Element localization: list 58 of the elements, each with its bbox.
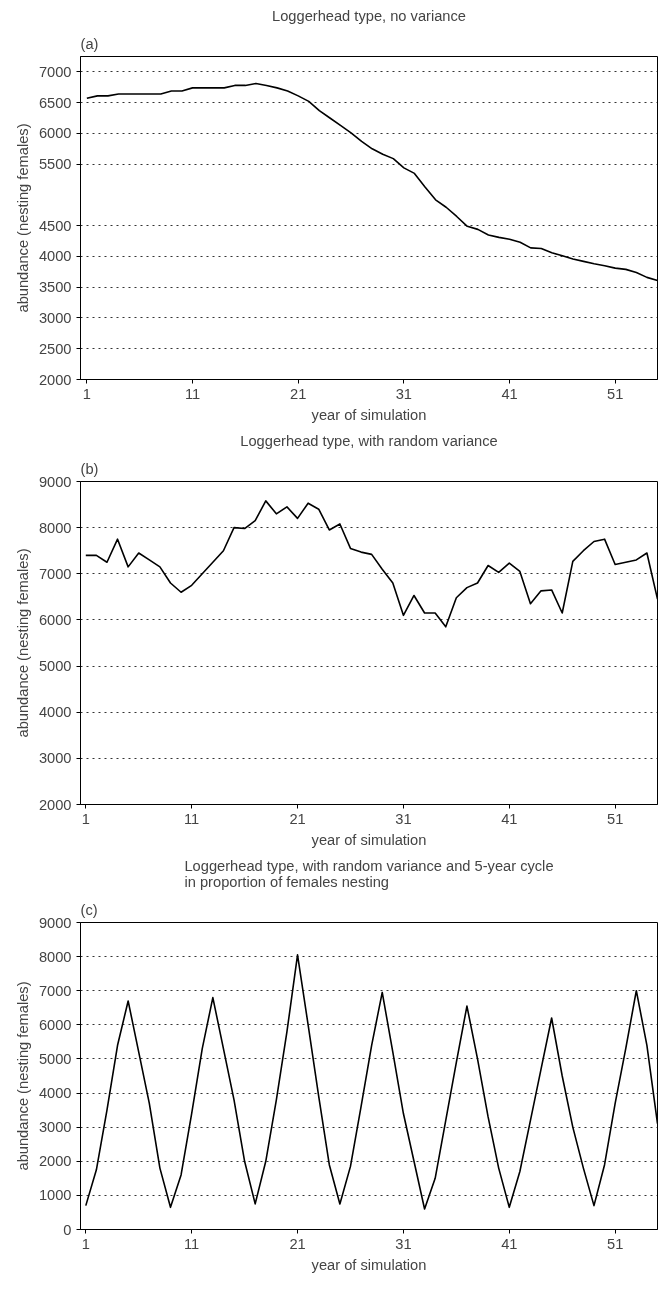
y-tick-label: 2000	[38, 371, 72, 388]
chart-title: Loggerhead type, with random variance and 5-year cycle in proportion of females nesting	[184, 857, 554, 890]
y-tick-label: 9000	[38, 914, 72, 931]
x-tick-label: 21	[289, 810, 306, 827]
y-tick-label: 8000	[38, 519, 72, 536]
y-tick-label: 5000	[38, 658, 72, 675]
text: (c)	[80, 901, 98, 918]
y-axis-title: abundance (nesting females)	[14, 123, 31, 313]
y-tick-label: 7000	[38, 982, 72, 999]
y-tick-label: 5500	[38, 156, 72, 173]
y-tick-label: 3000	[38, 750, 72, 767]
x-axis-title: year of simulation	[311, 831, 427, 848]
chart-title: Loggerhead type, with random variance	[240, 432, 498, 449]
x-tick-label: 41	[501, 810, 518, 827]
x-tick-label: 31	[395, 385, 413, 402]
y-tick-label: 1000	[38, 1187, 72, 1204]
y-tick-label: 2500	[38, 340, 72, 357]
y-tick-label: 7000	[38, 63, 72, 80]
y-tick-label: 5000	[38, 1050, 72, 1067]
y-tick-label: 8000	[38, 948, 72, 965]
y-tick-label: 0	[63, 1221, 72, 1238]
x-tick-label: 11	[184, 1235, 200, 1252]
x-tick-label: 31	[395, 1235, 412, 1252]
y-tick-label: 4000	[38, 1085, 72, 1102]
y-tick-label: 4500	[38, 217, 72, 234]
y-axis-title: abundance (nesting females)	[14, 981, 31, 1171]
chart-title: Loggerhead type, no variance	[272, 7, 466, 24]
x-tick-label: 41	[501, 1235, 518, 1252]
y-tick-label: 3500	[38, 279, 72, 296]
y-tick-label: 9000	[38, 473, 72, 490]
text: (a)	[80, 35, 99, 52]
x-axis-title: year of simulation	[311, 406, 427, 423]
text: (b)	[80, 460, 99, 477]
x-tick-label: 21	[290, 385, 307, 402]
y-tick-label: 7000	[38, 565, 72, 582]
x-axis-title: year of simulation	[311, 1256, 427, 1273]
y-tick-label: 4000	[38, 248, 72, 265]
x-tick-label: 11	[184, 810, 200, 827]
x-tick-label: 41	[501, 385, 518, 402]
y-tick-label: 6000	[38, 125, 72, 142]
y-tick-label: 3000	[38, 309, 72, 326]
x-tick-label: 1	[81, 1235, 90, 1252]
x-tick-label: 51	[607, 810, 624, 827]
y-tick-label: 2000	[38, 1153, 72, 1170]
x-tick-label: 1	[81, 810, 90, 827]
y-axis-title: abundance (nesting females)	[14, 548, 31, 738]
x-tick-label: 31	[395, 810, 412, 827]
y-tick-label: 3000	[38, 1119, 72, 1136]
x-tick-label: 51	[607, 1235, 624, 1252]
y-tick-label: 6000	[38, 611, 72, 628]
y-tick-label: 2000	[38, 796, 72, 813]
x-tick-label: 21	[289, 1235, 306, 1252]
y-tick-label: 4000	[38, 704, 72, 721]
x-tick-label: 11	[184, 385, 201, 402]
x-tick-label: 1	[82, 385, 91, 402]
x-tick-label: 51	[607, 385, 624, 402]
y-tick-label: 6000	[38, 1016, 72, 1033]
y-tick-label: 6500	[38, 94, 72, 111]
